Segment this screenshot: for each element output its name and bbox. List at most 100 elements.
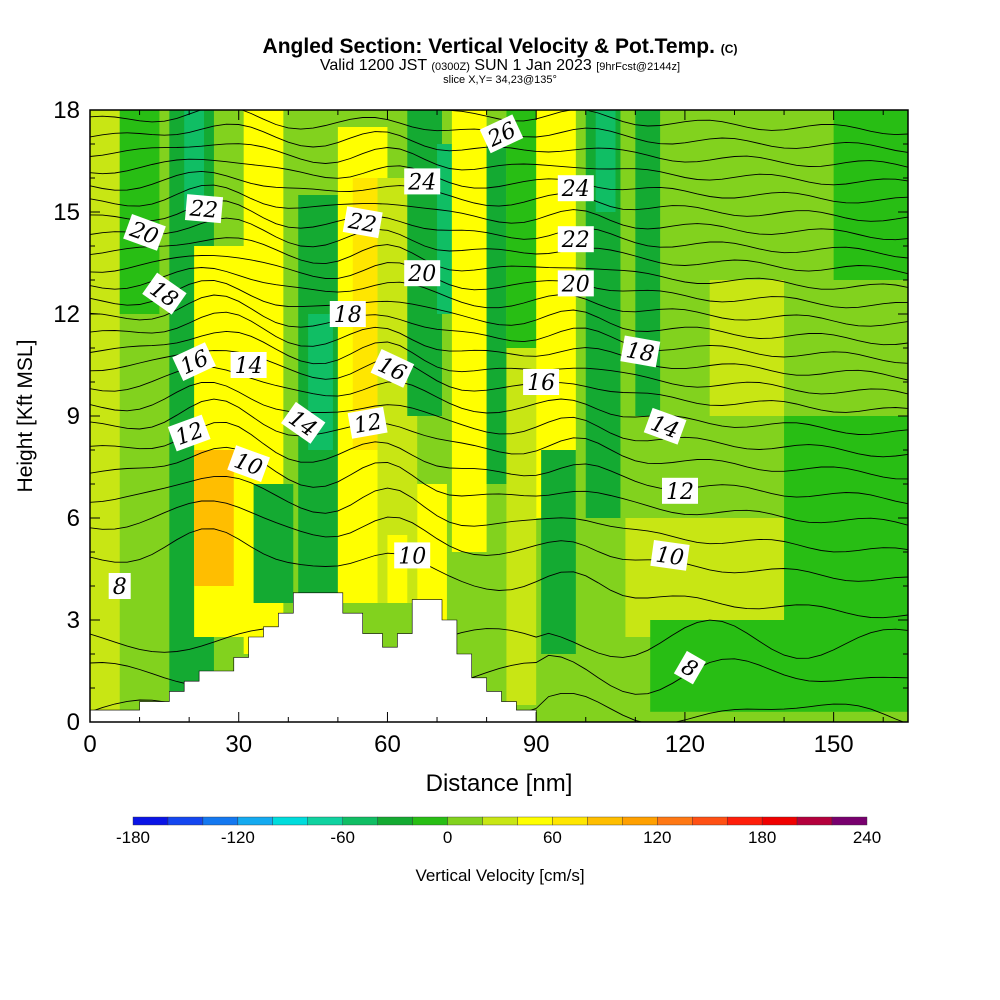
isentrope-label-box bbox=[184, 194, 224, 224]
chart-title-block: Angled Section: Vertical Velocity & Pot.… bbox=[0, 36, 1000, 86]
colorbar-tick-label: 180 bbox=[748, 828, 776, 847]
colorbar-swatch bbox=[692, 816, 728, 826]
isentrope-label: 8 bbox=[108, 573, 131, 600]
colorbar-swatch bbox=[552, 816, 588, 826]
y-tick-label: 3 bbox=[67, 607, 80, 634]
colorbar-swatch bbox=[202, 816, 239, 826]
isentrope-label: 20 bbox=[404, 260, 441, 287]
isentrope-line bbox=[90, 366, 908, 435]
isentrope-label-box bbox=[329, 301, 366, 327]
y-tick-label: 12 bbox=[53, 301, 80, 328]
colorbar-tick-label: 240 bbox=[853, 828, 881, 847]
isentrope-line bbox=[90, 200, 908, 259]
isentrope-label-box bbox=[347, 406, 388, 439]
colorbar-swatch bbox=[482, 816, 518, 826]
isentrope-line bbox=[90, 170, 908, 222]
isentrope-label-box bbox=[479, 114, 524, 154]
isentrope-label-text: 10 bbox=[398, 544, 426, 569]
isentrope-label-text: 24 bbox=[407, 170, 436, 195]
isentrope-label-text: 22 bbox=[561, 228, 590, 253]
x-tick-label: 60 bbox=[374, 731, 401, 758]
isentrope-label-text: 8 bbox=[113, 575, 127, 600]
y-tick-label: 15 bbox=[53, 199, 80, 226]
colorbar-swatch bbox=[377, 816, 413, 826]
isentrope-label-box bbox=[620, 335, 661, 368]
isentrope-label-box bbox=[404, 168, 441, 195]
isentrope-label-box bbox=[523, 369, 560, 395]
velocity-cell bbox=[194, 450, 234, 586]
isentrope-line bbox=[90, 184, 908, 241]
colorbar-tick-label: 120 bbox=[643, 828, 671, 847]
x-tick-label: 90 bbox=[523, 731, 550, 758]
isentrope-label-box bbox=[643, 407, 687, 445]
isentrope-label-box bbox=[370, 349, 415, 388]
isentrope-label-text: 20 bbox=[561, 272, 590, 297]
x-tick-label: 30 bbox=[225, 731, 252, 758]
forecast-info: [9hrFcst@2144z] bbox=[596, 61, 681, 73]
velocity-cell bbox=[253, 484, 294, 603]
y-tick-label: 0 bbox=[67, 709, 80, 736]
valid-date: SUN 1 Jan 2023 bbox=[474, 57, 592, 74]
isentrope-line bbox=[90, 255, 908, 309]
isentrope-label-box bbox=[230, 352, 267, 378]
velocity-cell bbox=[486, 144, 507, 484]
isentrope-label-box bbox=[650, 540, 690, 571]
isentrope-label-text: 22 bbox=[345, 209, 378, 239]
y-tick-label: 9 bbox=[67, 403, 80, 430]
colorbar: -180 -120 -60 0 60 120 180 240 bbox=[116, 816, 881, 847]
colorbar-swatch bbox=[132, 816, 169, 826]
isentrope-label-box bbox=[394, 542, 431, 569]
isentrope-label: 10 bbox=[650, 540, 690, 572]
velocity-cell bbox=[506, 110, 542, 348]
y-tick-label: 6 bbox=[67, 505, 80, 532]
isentrope-label: 20 bbox=[123, 214, 166, 251]
isentrope-label-box bbox=[673, 650, 706, 685]
isentrope-label-text: 18 bbox=[624, 338, 656, 367]
velocity-cell bbox=[541, 450, 576, 654]
colorbar-tick-label: -180 bbox=[116, 828, 150, 847]
isentrope-label-box bbox=[280, 401, 326, 444]
x-axis-label: Distance [nm] bbox=[426, 770, 573, 797]
isentrope-label-box bbox=[404, 260, 441, 287]
isentrope-label: 22 bbox=[557, 226, 594, 253]
isentrope-line bbox=[90, 475, 908, 553]
isentrope-label-text: 18 bbox=[334, 303, 362, 328]
isentrope-label-box bbox=[123, 214, 166, 251]
isentrope-label-text: 10 bbox=[654, 543, 685, 572]
isentrope-label-box bbox=[557, 226, 594, 253]
colorbar-swatch bbox=[796, 816, 833, 826]
velocity-cell bbox=[437, 144, 452, 314]
colorbar-swatch bbox=[237, 816, 274, 826]
isentrope-line bbox=[90, 619, 908, 659]
isentrope-label: 14 bbox=[230, 352, 267, 379]
isentrope-line bbox=[90, 350, 908, 413]
y-axis: 0 3 6 9 12 15 18 bbox=[53, 97, 908, 736]
isentrope-line bbox=[90, 382, 908, 458]
velocity-cell bbox=[635, 110, 661, 416]
isentrope-label: 10 bbox=[394, 542, 431, 569]
velocity-cell bbox=[709, 280, 785, 416]
x-tick-label: 150 bbox=[814, 731, 854, 758]
isentrope-label-box bbox=[557, 175, 594, 202]
valid-time: Valid 1200 JST bbox=[319, 57, 427, 74]
isentrope-label: 20 bbox=[557, 270, 594, 297]
isentrope-label-text: 12 bbox=[666, 480, 694, 505]
isentrope-line bbox=[90, 237, 908, 290]
colorbar-swatch bbox=[657, 816, 693, 826]
x-axis: 0 30 60 90 120 150 bbox=[83, 110, 884, 758]
isentrope-line bbox=[90, 421, 908, 505]
colorbar-swatch bbox=[517, 816, 553, 826]
isentrope-label-text: 20 bbox=[407, 262, 436, 287]
colorbar-swatch bbox=[761, 816, 798, 826]
velocity-cell bbox=[833, 110, 908, 280]
isentrope-label: 12 bbox=[347, 406, 388, 439]
colorbar-swatch bbox=[587, 816, 623, 826]
colorbar-swatch bbox=[622, 816, 658, 826]
chart-title: Angled Section: Vertical Velocity & Pot.… bbox=[0, 36, 1000, 57]
isentrope-label: 18 bbox=[620, 335, 661, 368]
colorbar-swatch bbox=[447, 816, 483, 826]
isentrope-line bbox=[90, 446, 908, 526]
colorbar-tick-label: 0 bbox=[443, 828, 452, 847]
isentrope-line bbox=[90, 267, 908, 327]
isentrope-label-box bbox=[342, 206, 383, 239]
